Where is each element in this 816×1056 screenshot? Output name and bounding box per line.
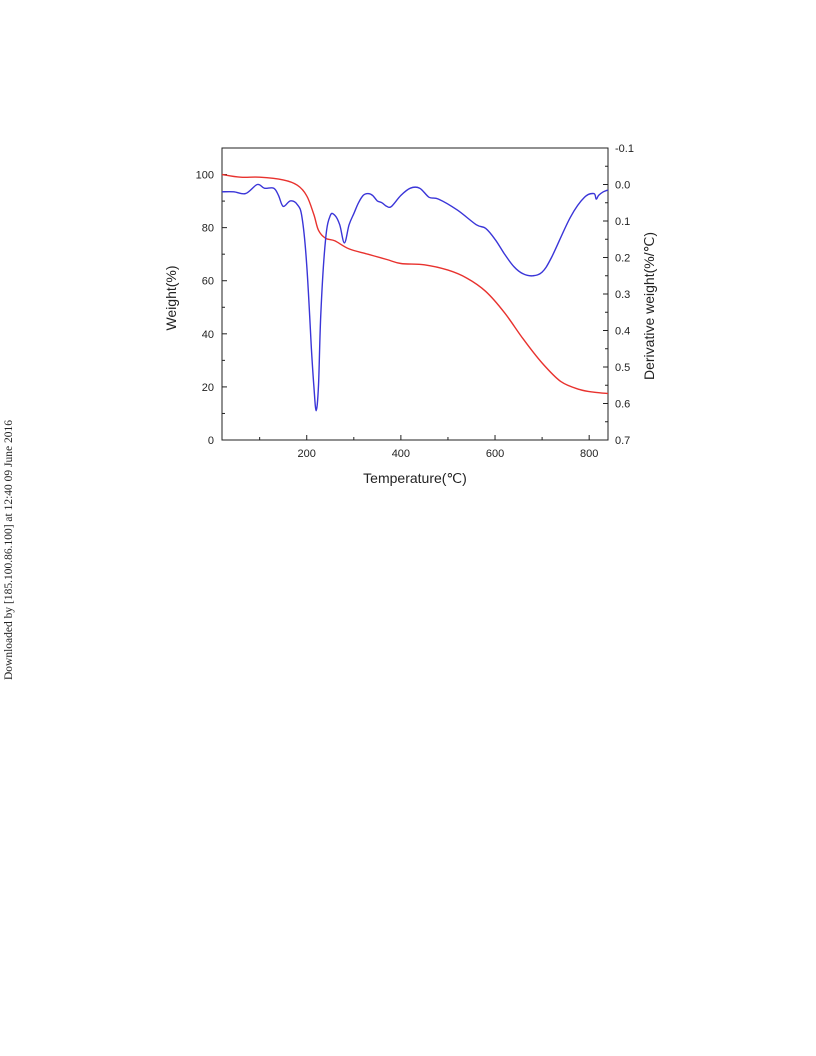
- x-tick-label: 800: [580, 448, 598, 460]
- plot-frame: [221, 147, 609, 441]
- series-layer: [221, 173, 609, 412]
- y2-tick-label: 0.2: [615, 253, 630, 265]
- y-axis-title: Weight(%): [163, 265, 179, 330]
- derivative-weight-line: [221, 183, 609, 412]
- y-tick-label: 60: [202, 276, 214, 288]
- y-tick-label: 100: [196, 170, 214, 182]
- y2-tick-label: 0.1: [615, 216, 630, 228]
- x-tick-label: 600: [486, 448, 504, 460]
- y2-tick-label: 0.7: [615, 435, 630, 447]
- ticks-layer: 200 400 600 800 0 20 40 60 80 100 -0.1 0.0 0.1 0.2 0.3…: [196, 143, 634, 460]
- weight-line: [221, 173, 609, 395]
- x-axis-title: Temperature(℃): [363, 470, 467, 486]
- y2-tick-label: 0.6: [615, 399, 630, 411]
- y-tick-label: 80: [202, 223, 214, 235]
- y2-axis-title: Derivative weight(%/℃): [641, 232, 657, 380]
- y-tick-label: 40: [202, 329, 214, 341]
- y2-tick-label: 0.4: [615, 326, 630, 338]
- y-tick-label: 0: [208, 435, 214, 447]
- y2-tick-label: 0.3: [615, 289, 630, 301]
- y2-tick-label: -0.1: [615, 143, 634, 155]
- y2-tick-label: 0.0: [615, 180, 630, 192]
- x-tick-label: 200: [298, 448, 316, 460]
- y2-tick-label: 0.5: [615, 362, 630, 374]
- x-tick-label: 400: [392, 448, 410, 460]
- y-tick-label: 20: [202, 382, 214, 394]
